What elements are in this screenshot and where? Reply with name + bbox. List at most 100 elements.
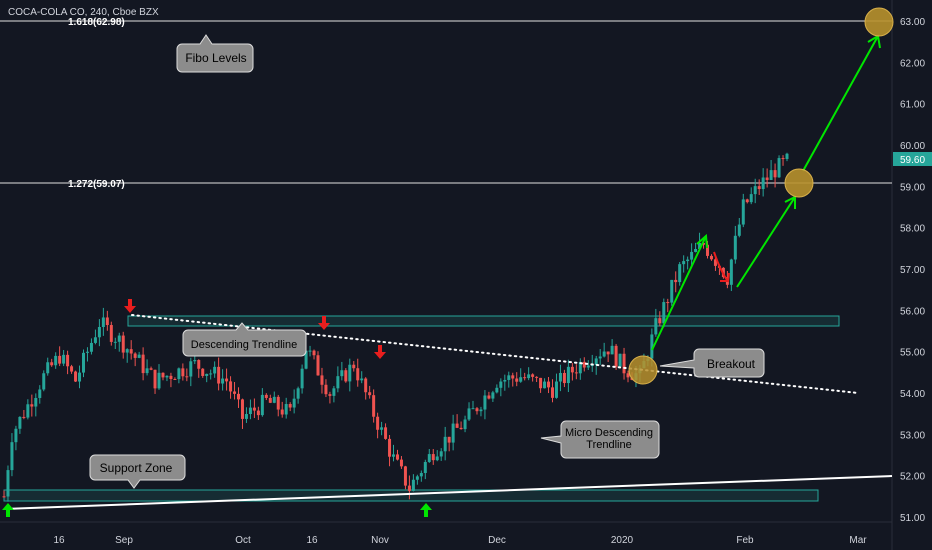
candle-up: [554, 381, 558, 398]
candle-down: [149, 368, 153, 370]
candle-down: [66, 354, 70, 367]
candle-up: [336, 376, 340, 389]
time-tick-label: 16: [53, 535, 65, 546]
breakout-circle[interactable]: [628, 355, 658, 385]
candle-down: [773, 170, 777, 178]
candle-down: [447, 436, 451, 443]
candle-up: [507, 375, 511, 380]
price-tick-label: 59.00: [900, 182, 925, 193]
callout-micro-descending-trendline[interactable]: Micro Descending Trendline: [540, 420, 660, 459]
candle-down: [74, 371, 78, 382]
candle-down: [185, 376, 189, 378]
candle-up: [586, 365, 590, 368]
candle-down: [161, 372, 165, 378]
candle-down: [582, 361, 586, 368]
price-tick-label: 61.00: [900, 100, 925, 111]
price-tick-label: 51.00: [900, 513, 925, 524]
projection-arrows: [651, 34, 881, 351]
candle-up: [729, 259, 733, 285]
candle-up: [694, 248, 698, 252]
candle-down: [384, 427, 388, 439]
price-tick-label: 53.00: [900, 430, 925, 441]
candle-down: [276, 396, 280, 410]
candle-down: [666, 302, 670, 304]
candle-up: [304, 350, 308, 369]
candle-up: [654, 318, 658, 335]
candle-up: [6, 470, 10, 497]
candle-up: [54, 355, 58, 366]
price-tick-label: 58.00: [900, 224, 925, 235]
candle-up: [205, 373, 209, 376]
candle-down: [109, 325, 113, 342]
candle-down: [30, 404, 34, 407]
candle-up: [10, 442, 14, 471]
candle-down: [197, 360, 201, 369]
candle-down: [173, 379, 177, 381]
candle-up: [662, 302, 666, 324]
up-markers: [2, 503, 432, 517]
callout-fibo-levels[interactable]: Fibo Levels: [176, 34, 254, 73]
candle-down: [550, 387, 554, 398]
candle-up: [117, 335, 121, 342]
candle-down: [121, 335, 125, 353]
candle-down: [256, 410, 260, 416]
candle-up: [594, 358, 598, 366]
symbol-title[interactable]: COCA-COLA CO, 240, Cboe BZX: [8, 7, 159, 18]
time-axis[interactable]: 16 Sep Oct 16 Nov Dec 2020 Feb Mar: [53, 535, 867, 546]
resistance-zone[interactable]: [127, 315, 840, 327]
candle-down: [237, 393, 241, 400]
candle-up: [753, 186, 757, 195]
candle-down: [376, 416, 380, 430]
last-price-badge: 59.60: [893, 152, 932, 166]
candle-down: [133, 353, 137, 358]
projection-arrow-1-head: [696, 233, 708, 249]
candle-up: [761, 177, 765, 190]
candle-down: [344, 370, 348, 382]
descending-trendline[interactable]: [131, 314, 859, 394]
candle-down: [403, 466, 407, 486]
last-price-text: 59.60: [900, 155, 925, 166]
candle-up: [670, 279, 674, 303]
callout-support-zone[interactable]: Support Zone: [89, 454, 186, 489]
candle-up: [145, 368, 149, 374]
candle-down: [264, 394, 268, 398]
candle-up: [308, 350, 312, 352]
candle-up: [81, 352, 85, 373]
price-axis[interactable]: 63.00 62.00 61.00 60.00 59.00 58.00 57.00 56.00…: [900, 17, 925, 524]
candle-down: [233, 391, 237, 394]
candle-up: [292, 398, 296, 408]
candle-down: [459, 427, 463, 430]
candle-down: [523, 377, 527, 379]
candle-up: [491, 392, 495, 399]
candle-up: [42, 373, 46, 390]
candle-up: [650, 334, 654, 359]
target-circle-top[interactable]: [864, 7, 894, 37]
candle-up: [157, 372, 161, 389]
callout-shape: [659, 348, 765, 378]
candle-up: [749, 194, 753, 203]
callout-descending-trendline[interactable]: Descending Trendline: [182, 322, 307, 357]
target-circle-1272[interactable]: [784, 168, 814, 198]
candle-up: [495, 387, 499, 393]
candle-up: [221, 378, 225, 384]
candle-down: [658, 318, 662, 324]
down-markers: [124, 299, 386, 359]
candle-down: [547, 381, 551, 388]
candle-up: [618, 353, 622, 367]
candle-up: [578, 361, 582, 374]
candle-up: [769, 170, 773, 180]
callout-breakout[interactable]: Breakout: [659, 348, 765, 378]
support-zone[interactable]: [3, 489, 819, 502]
candle-up: [46, 362, 50, 374]
candle-up: [332, 388, 336, 396]
candle-up: [598, 356, 602, 359]
candle-down: [324, 384, 328, 395]
candle-down: [531, 374, 535, 377]
candle-up: [419, 473, 423, 477]
candle-up: [244, 414, 248, 419]
support-trendline[interactable]: [3, 475, 893, 510]
candle-up: [34, 397, 38, 407]
candle-down: [129, 349, 133, 354]
pullback-arrow: [713, 251, 730, 282]
